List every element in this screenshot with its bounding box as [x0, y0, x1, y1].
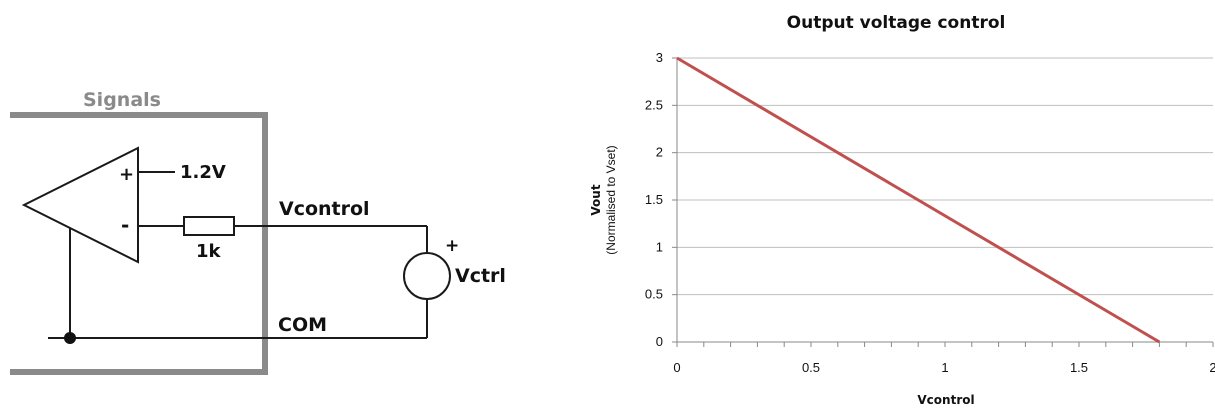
y-axis-title: Vout (Normalised to Vset): [589, 145, 618, 254]
chart-title: Output voltage control: [787, 13, 1006, 33]
y-axis-title-line2: (Normalised to Vset): [604, 145, 618, 254]
resistor-value-label: 1k: [196, 241, 222, 262]
x-tick-label: 1.5: [1070, 360, 1088, 375]
x-tick-label: 2: [1209, 360, 1215, 375]
series-layer: [676, 56, 1161, 344]
source-label: Vctrl: [455, 265, 506, 287]
voltage-source-icon: [403, 252, 451, 300]
grid-layer: [677, 57, 1213, 296]
y-tick-label: 1: [656, 239, 663, 254]
resistor-1k: [183, 216, 235, 236]
y-tick-label: 3: [656, 50, 663, 65]
y-tick-label: 2.5: [645, 97, 663, 112]
y-tick-label: 0: [656, 334, 663, 349]
x-axis-title: Vcontrol: [917, 393, 974, 407]
y-tick-labels: 0 0.5 1 1.5 2 2.5 3: [645, 50, 663, 349]
vcontrol-net-label: Vcontrol: [279, 198, 370, 220]
output-voltage-chart: Output voltage control 0 0.5 1 1.5 2 2.5 3 0 0.…: [589, 13, 1215, 407]
com-label: COM: [278, 314, 327, 336]
x-tick-label: 0.5: [802, 360, 820, 375]
opamp-plus-sign: +: [119, 164, 134, 185]
axis-layer: [672, 57, 1214, 347]
x-tick-label: 0: [673, 360, 680, 375]
signals-box-outline: [10, 112, 268, 375]
y-tick-label: 2: [656, 145, 663, 160]
opamp-triangle: [21, 146, 139, 264]
reference-voltage-label: 1.2V: [180, 162, 226, 183]
junction-dot: [64, 332, 76, 344]
x-tick-label: 1: [941, 360, 948, 375]
source-plus-sign: +: [445, 236, 459, 256]
y-axis-title-line1: Vout: [589, 184, 603, 215]
opamp-minus-sign: -: [121, 213, 129, 237]
signals-schematic: Signals + - 1.2V 1k Vcontrol + Vctrl: [10, 89, 506, 375]
y-tick-label: 1.5: [645, 192, 663, 207]
x-tick-labels: 0 0.5 1 1.5 2: [673, 360, 1215, 375]
y-tick-label: 0.5: [645, 287, 663, 302]
series-line: [676, 56, 1161, 344]
signals-box-title: Signals: [83, 89, 161, 111]
